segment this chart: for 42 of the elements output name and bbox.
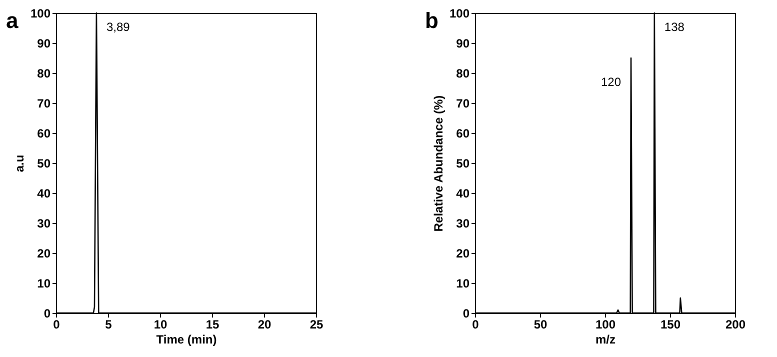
- y-tick-label: 20: [456, 246, 470, 260]
- y-tick-label: 70: [37, 96, 51, 110]
- y-tick-label: 80: [456, 66, 470, 80]
- x-tick-label: 100: [595, 318, 616, 332]
- x-tick-label: 10: [154, 318, 168, 332]
- x-tick-label: 25: [310, 318, 324, 332]
- y-tick-label: 60: [37, 126, 51, 140]
- y-tick-label: 0: [462, 306, 470, 320]
- y-tick-label: 30: [37, 216, 51, 230]
- annotation: 120: [600, 75, 622, 89]
- x-tick-label: 0: [472, 318, 480, 332]
- y-tick-label: 60: [456, 126, 470, 140]
- x-tick-label: 0: [53, 318, 60, 332]
- y-tick-label: 30: [456, 216, 470, 230]
- y-tick-label: 0: [44, 306, 51, 320]
- x-tick-label: 150: [660, 318, 681, 332]
- y-tick-label: 80: [37, 66, 51, 80]
- y-tick-label: 10: [37, 276, 51, 290]
- y-tick-label: 100: [449, 6, 470, 20]
- y-tick-label: 90: [37, 36, 51, 50]
- x-axis-title: Time (min): [156, 332, 217, 346]
- y-tick-label: 40: [456, 186, 470, 200]
- y-axis-title: a.u: [12, 154, 26, 172]
- annotation: 3,89: [106, 20, 130, 34]
- y-tick-label: 70: [456, 96, 470, 110]
- y-axis-title: Relative Abundance (%): [431, 95, 446, 232]
- x-tick-label: 20: [258, 318, 272, 332]
- chart-title: b: [425, 8, 438, 33]
- y-tick-label: 10: [456, 276, 470, 290]
- x-tick-label: 50: [534, 318, 548, 332]
- y-tick-label: 100: [30, 6, 51, 20]
- y-tick-label: 40: [37, 186, 51, 200]
- y-tick-label: 20: [37, 246, 51, 260]
- x-tick-label: 200: [725, 318, 746, 332]
- annotation: 138: [664, 20, 685, 34]
- y-tick-label: 90: [456, 36, 470, 50]
- x-axis-title: m/z: [595, 332, 616, 346]
- y-tick-label: 50: [456, 156, 470, 170]
- chart-title: a: [6, 8, 19, 33]
- x-tick-label: 15: [206, 318, 220, 332]
- x-tick-label: 5: [105, 318, 112, 332]
- y-tick-label: 50: [37, 156, 51, 170]
